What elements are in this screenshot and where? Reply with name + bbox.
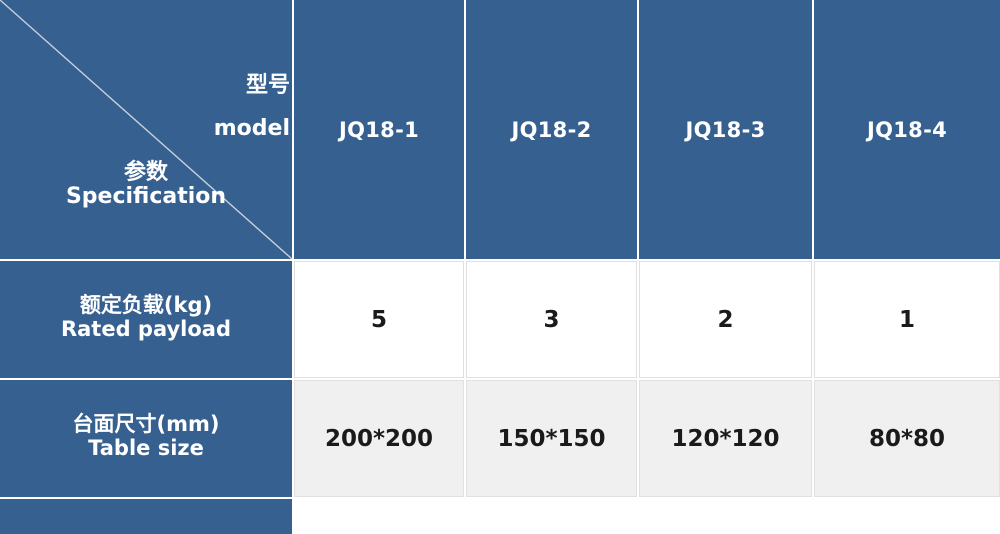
- column-header-jq18-4: JQ18-4: [814, 0, 1000, 259]
- row-label-table-size: 台面尺寸(mm) Table size: [0, 380, 292, 497]
- row-label-table-size-en: Table size: [88, 435, 204, 460]
- cell-size-jq18-4: 80*80: [814, 380, 1000, 497]
- row-label-rated-payload: 额定负载(kg) Rated payload: [0, 261, 292, 378]
- row-label-table-size-zh: 台面尺寸(mm): [72, 411, 220, 436]
- corner-spec-label: 参数 Specification: [0, 161, 292, 209]
- cell-size-jq18-2: 150*150: [466, 380, 637, 497]
- row-label-rated-payload-en: Rated payload: [60, 316, 232, 341]
- row-label-rated-payload-zh: 额定负载(kg): [79, 292, 213, 317]
- column-header-jq18-2: JQ18-2: [466, 0, 637, 259]
- diagonal-line: [0, 0, 292, 259]
- cell-payload-jq18-2: 3: [466, 261, 637, 378]
- cell-size-jq18-1: 200*200: [294, 380, 464, 497]
- corner-spec-zh: 参数: [123, 160, 168, 185]
- cell-payload-jq18-3: 2: [639, 261, 812, 378]
- row-partial-values: [294, 499, 1000, 534]
- corner-spec-en: Specification: [65, 184, 227, 209]
- corner-header-cell: 型号 model 参数 Specification: [0, 0, 292, 259]
- cell-payload-jq18-1: 5: [294, 261, 464, 378]
- cell-size-jq18-3: 120*120: [639, 380, 812, 497]
- cell-payload-jq18-4: 1: [814, 261, 1000, 378]
- corner-model-en: model: [213, 116, 290, 141]
- column-header-jq18-1: JQ18-1: [294, 0, 464, 259]
- corner-model-label: 型号 model: [214, 64, 290, 150]
- row-label-partial: [0, 499, 292, 534]
- column-header-jq18-3: JQ18-3: [639, 0, 812, 259]
- corner-model-zh: 型号: [245, 73, 290, 98]
